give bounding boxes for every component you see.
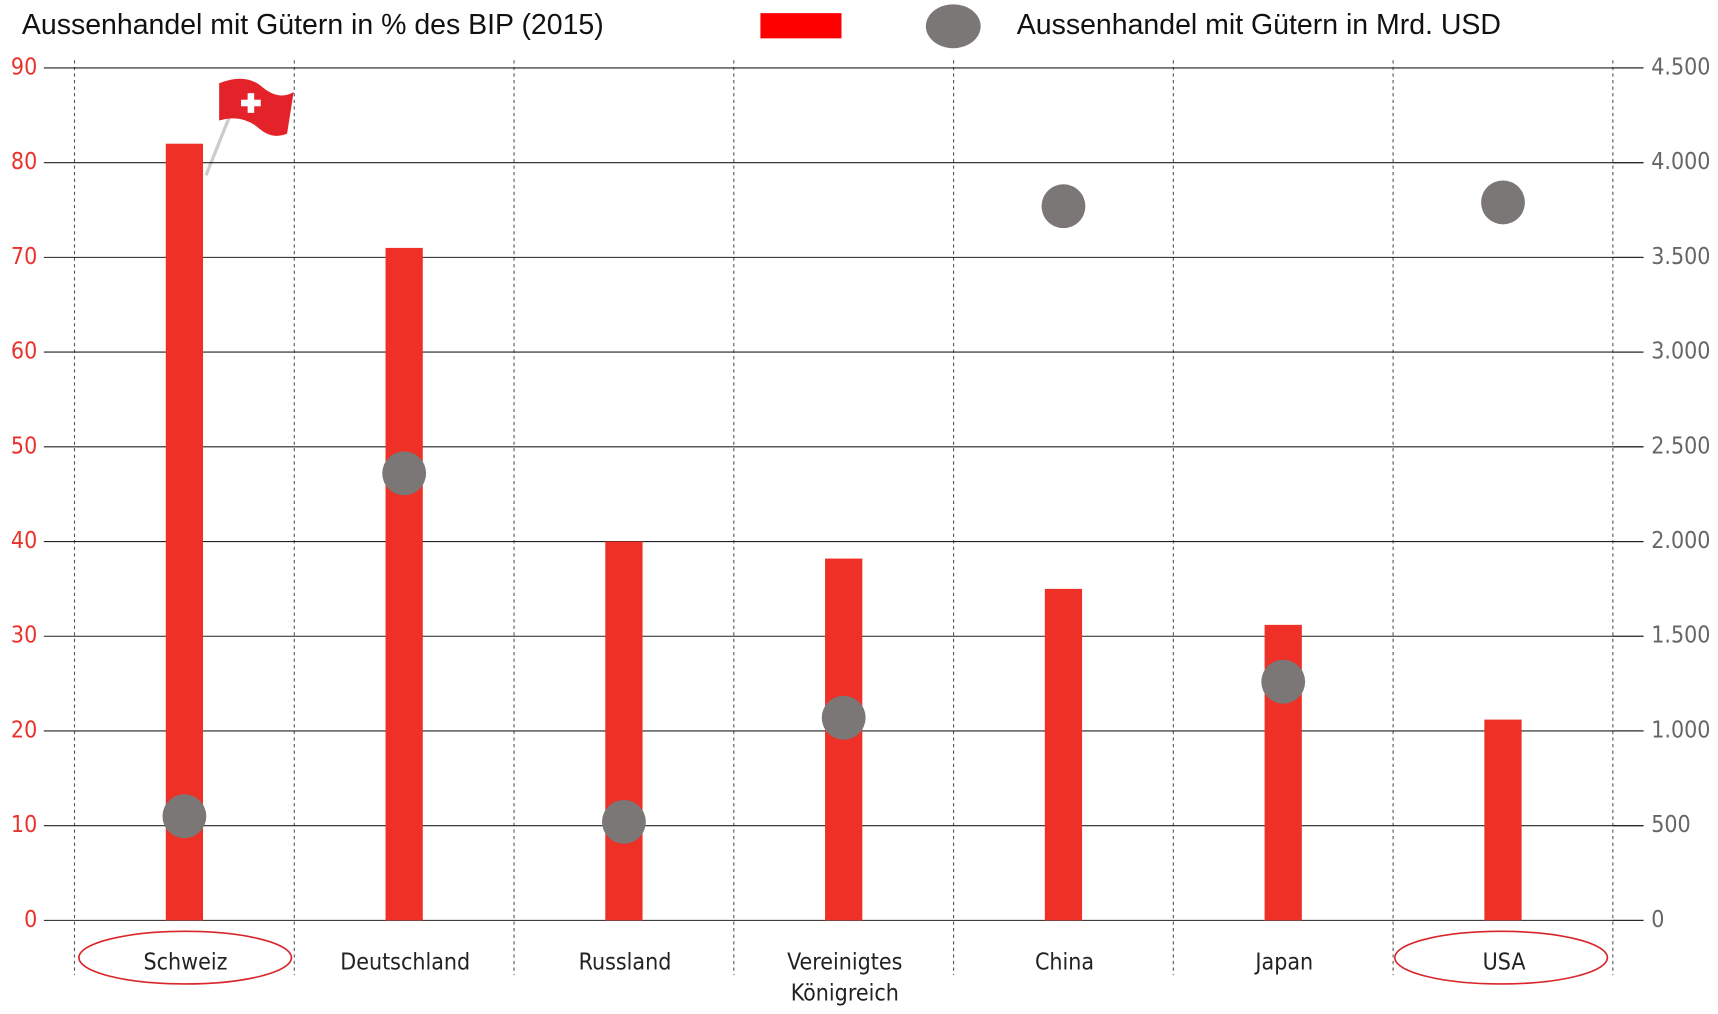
x-tick-label: China xyxy=(1034,948,1095,976)
y2-tick-label: 4.000 xyxy=(1651,149,1710,175)
flag xyxy=(204,78,294,176)
y2-tick-label: 4.500 xyxy=(1651,54,1710,80)
x-tick-label: Vereinigtes Königreich xyxy=(787,948,903,1006)
y-tick-label: 80 xyxy=(11,149,37,175)
dot xyxy=(382,451,427,496)
bar xyxy=(1044,588,1083,921)
y-tick-label: 90 xyxy=(11,54,37,80)
dot xyxy=(821,695,866,740)
y2-tick-label: 2.500 xyxy=(1651,433,1710,459)
x-tick-label: Deutschland xyxy=(340,948,471,976)
highlight xyxy=(78,930,293,985)
y-tick-label: 60 xyxy=(11,339,37,365)
y-tick-label: 20 xyxy=(11,717,37,743)
y-tick-label: 30 xyxy=(11,623,37,649)
x-tick-label: Schweiz xyxy=(143,948,228,976)
dot xyxy=(1481,180,1525,225)
dot xyxy=(602,799,646,844)
x-tick-label: Japan xyxy=(1255,948,1314,976)
bar xyxy=(165,143,204,921)
bar xyxy=(1484,719,1522,921)
legend-swatch-dot xyxy=(925,4,981,49)
bar xyxy=(605,541,643,921)
bar xyxy=(385,247,423,921)
y-tick-label: 10 xyxy=(11,812,37,838)
highlight xyxy=(1394,930,1609,985)
y2-tick-label: 0 xyxy=(1651,907,1664,933)
y2-tick-label: 1.500 xyxy=(1651,623,1710,649)
y2-tick-label: 1.000 xyxy=(1651,717,1710,743)
x-tick-label: Russland xyxy=(578,948,672,976)
y-tick-label: 40 xyxy=(11,528,37,554)
legend-label: Aussenhandel mit Gütern in % des BIP (20… xyxy=(22,9,604,41)
x-tick-label: USA xyxy=(1482,948,1526,976)
y2-tick-label: 2.000 xyxy=(1651,528,1710,554)
y2-tick-label: 3.500 xyxy=(1651,244,1710,270)
dot xyxy=(162,794,207,839)
legend-swatch-bar xyxy=(760,13,842,39)
y-tick-label: 0 xyxy=(24,907,37,933)
dot xyxy=(1041,184,1086,229)
y2-tick-label: 500 xyxy=(1651,812,1691,838)
legend-label: Aussenhandel mit Gütern in Mrd. USD xyxy=(1017,9,1501,41)
y2-tick-label: 3.000 xyxy=(1651,339,1710,365)
y-tick-label: 70 xyxy=(11,244,37,270)
y-tick-label: 50 xyxy=(11,433,37,459)
dot xyxy=(1261,659,1306,704)
